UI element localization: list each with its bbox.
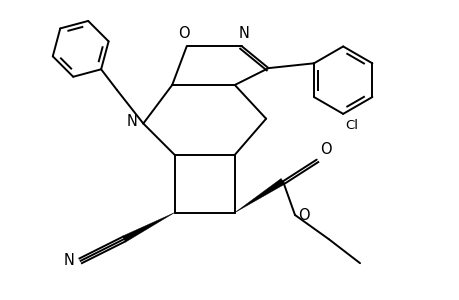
Text: O: O [319,142,331,157]
Text: N: N [239,26,249,41]
Text: Cl: Cl [345,119,358,132]
Text: O: O [178,26,190,41]
Polygon shape [234,178,284,213]
Text: N: N [126,114,137,129]
Polygon shape [122,213,174,242]
Text: O: O [298,208,309,224]
Text: N: N [64,253,75,268]
